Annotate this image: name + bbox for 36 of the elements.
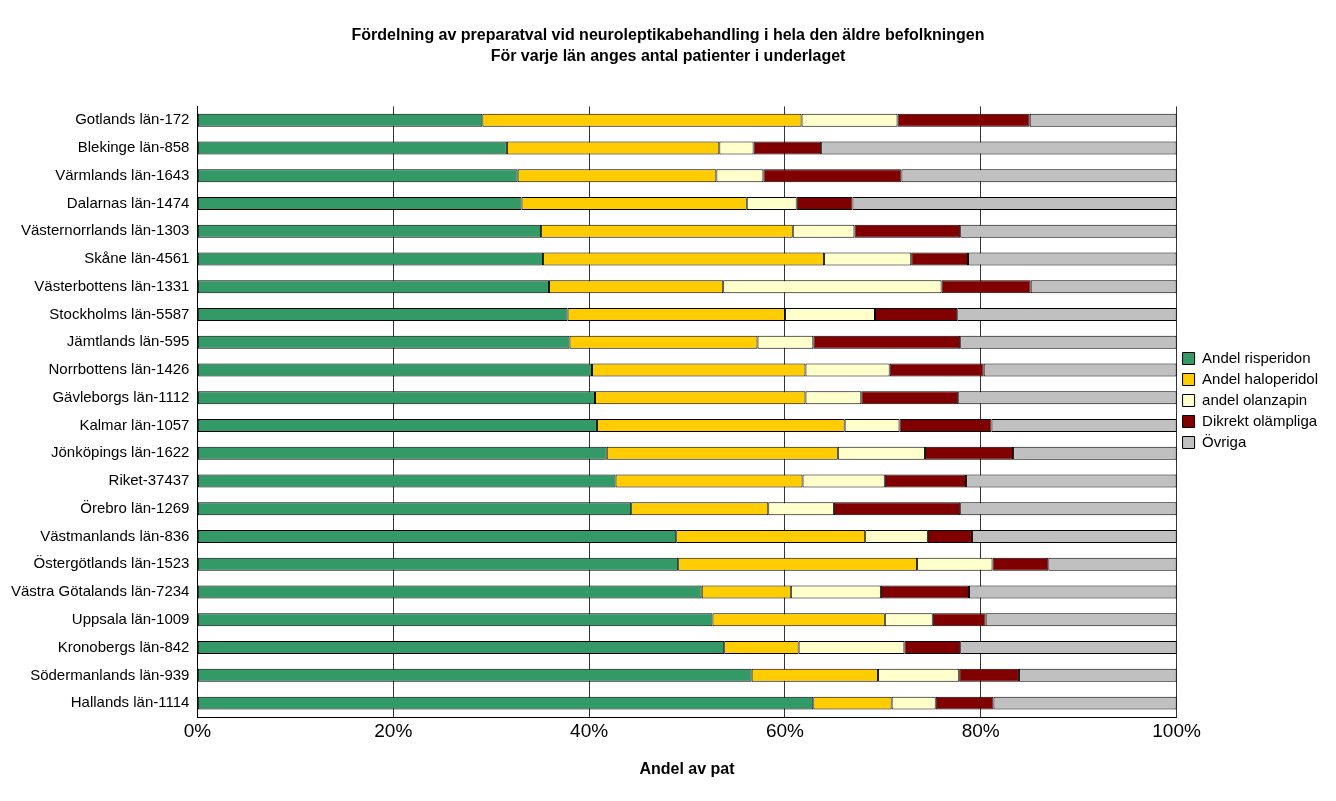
x-tick-label: 80%	[961, 719, 1000, 741]
y-tick-label: Värmlands län-1643	[55, 165, 190, 183]
y-tick-label: Norrbottens län-1426	[48, 360, 190, 378]
legend-label: Dikrekt olämpliga	[1202, 411, 1318, 429]
x-tick-label: 40%	[570, 719, 609, 741]
x-tick-label: 60%	[765, 719, 805, 741]
y-tick-label: Kalmar län-1057	[79, 415, 190, 433]
y-tick-label: Västerbottens län-1331	[34, 276, 190, 294]
x-tick-label: 20%	[374, 719, 413, 741]
y-tick-label: Södermanlands län-939	[30, 665, 190, 683]
chart-title: Fördelning av preparatval vid neuroleptikabehandling i hela den äldre befolkningen	[351, 26, 985, 44]
y-tick-label: Stockholms län-5587	[49, 304, 190, 322]
y-tick-label: Hallands län-1114	[70, 693, 190, 711]
legend-label: Andel haloperidol	[1202, 369, 1318, 387]
x-tick-label: 0%	[183, 719, 212, 741]
y-tick-label: Blekinge län-858	[77, 138, 190, 156]
y-tick-label: Gävleborgs län-1112	[52, 387, 190, 405]
y-tick-label: Skåne län-4561	[84, 249, 190, 267]
y-tick-label: Östergötlands län-1523	[33, 554, 190, 572]
chart-subtitle: För varje län anges antal patienter i underlaget	[490, 47, 847, 65]
y-tick-label: Gotlands län-172	[75, 110, 190, 128]
y-tick-label: Västra Götalands län-7234	[10, 582, 190, 600]
y-tick-label: Uppsala län-1009	[71, 610, 190, 627]
legend-label: Övriga	[1202, 432, 1247, 450]
y-tick-label: Dalarnas län-1474	[66, 193, 190, 211]
y-tick-label: Jämtlands län-595	[66, 332, 190, 350]
y-tick-label: Jönköpings län-1622	[51, 443, 190, 461]
y-tick-label: Västmanlands län-836	[40, 526, 190, 544]
y-tick-label: Västernorrlands län-1303	[21, 221, 190, 239]
x-tick-label: 100%	[1152, 719, 1201, 741]
legend-label: andel olanzapin	[1202, 390, 1308, 408]
legend-label: Andel risperidon	[1202, 348, 1311, 366]
y-tick-label: Riket-37437	[108, 471, 190, 489]
y-tick-label: Kronobergs län-842	[57, 637, 190, 655]
y-tick-label: Örebro län-1269	[80, 498, 190, 516]
x-axis-title: Andel av pat	[639, 759, 736, 777]
